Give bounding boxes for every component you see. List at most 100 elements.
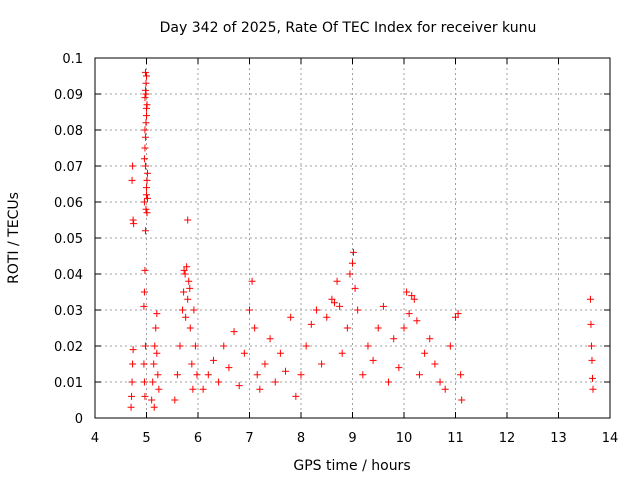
data-point bbox=[141, 68, 149, 76]
data-point bbox=[586, 295, 594, 303]
data-point bbox=[151, 342, 159, 350]
x-tick-label: 8 bbox=[297, 431, 305, 446]
data-point bbox=[452, 313, 459, 321]
data-point bbox=[587, 320, 595, 328]
data-point bbox=[253, 371, 261, 379]
x-tick-label: 7 bbox=[245, 431, 253, 446]
data-point bbox=[171, 396, 179, 404]
axis-ticks: 4 5 6 7 8 9 10 11 12 13 14 0 0.01 0.02 0.03 0.04 0.05 0.0… bbox=[54, 52, 618, 446]
data-point bbox=[318, 360, 326, 368]
data-point bbox=[297, 371, 305, 379]
data-point bbox=[350, 248, 358, 256]
data-point bbox=[343, 324, 351, 332]
data-point bbox=[225, 364, 233, 372]
data-point bbox=[287, 313, 295, 321]
data-point bbox=[336, 302, 344, 310]
data-point bbox=[128, 378, 136, 386]
data-point bbox=[405, 310, 413, 318]
data-point bbox=[127, 403, 135, 411]
data-point bbox=[458, 396, 466, 404]
data-point bbox=[140, 378, 148, 386]
x-axis-title: GPS time / hours bbox=[293, 458, 410, 474]
data-point bbox=[588, 356, 596, 364]
data-point bbox=[454, 310, 462, 318]
data-point bbox=[426, 335, 434, 343]
data-point bbox=[351, 284, 359, 292]
data-point bbox=[143, 72, 150, 80]
data-point bbox=[149, 378, 157, 386]
y-tick-label: 0.08 bbox=[54, 124, 83, 139]
data-point bbox=[209, 356, 217, 364]
data-point bbox=[183, 263, 191, 271]
data-point bbox=[152, 324, 160, 332]
x-tick-label: 4 bbox=[91, 431, 99, 446]
y-tick-label: 0.09 bbox=[54, 88, 83, 103]
data-point bbox=[128, 392, 136, 400]
data-point bbox=[235, 382, 243, 390]
data-point bbox=[415, 371, 423, 379]
data-point bbox=[587, 342, 595, 350]
data-point bbox=[292, 392, 300, 400]
x-tick-label: 14 bbox=[602, 431, 619, 446]
data-point bbox=[188, 360, 196, 368]
data-point bbox=[141, 144, 149, 152]
data-point bbox=[395, 364, 403, 372]
data-point bbox=[191, 342, 199, 350]
data-points bbox=[127, 68, 597, 411]
y-axis-title: ROTI / TECUs bbox=[6, 192, 22, 284]
data-point bbox=[130, 220, 138, 228]
data-point bbox=[446, 342, 454, 350]
data-point bbox=[193, 371, 201, 379]
data-point bbox=[189, 385, 197, 393]
data-point bbox=[143, 112, 150, 120]
data-point bbox=[400, 324, 408, 332]
data-point bbox=[142, 205, 150, 213]
y-tick-label: 0.07 bbox=[54, 160, 83, 175]
data-point bbox=[246, 306, 253, 314]
data-point bbox=[179, 306, 187, 314]
data-point bbox=[338, 349, 346, 357]
data-point bbox=[141, 86, 149, 94]
data-point bbox=[359, 371, 367, 379]
data-point bbox=[385, 378, 393, 386]
data-point bbox=[302, 342, 310, 350]
data-point bbox=[330, 299, 338, 307]
data-point bbox=[143, 209, 151, 217]
data-point bbox=[184, 216, 192, 224]
data-point bbox=[266, 335, 274, 343]
data-point bbox=[141, 266, 149, 274]
data-point bbox=[142, 79, 150, 87]
x-tick-label: 5 bbox=[142, 431, 150, 446]
data-point bbox=[215, 378, 223, 386]
data-point bbox=[140, 360, 148, 368]
data-point bbox=[240, 349, 248, 357]
data-point bbox=[421, 349, 429, 357]
data-point bbox=[143, 104, 150, 112]
data-point bbox=[150, 360, 158, 368]
data-point bbox=[204, 371, 212, 379]
data-point bbox=[141, 342, 149, 350]
data-point bbox=[140, 155, 148, 163]
data-point bbox=[220, 342, 228, 350]
data-point bbox=[374, 324, 382, 332]
y-tick-label: 0.05 bbox=[54, 232, 83, 247]
y-tick-label: 0.1 bbox=[62, 52, 83, 67]
y-tick-label: 0 bbox=[75, 412, 83, 427]
data-point bbox=[199, 385, 207, 393]
data-point bbox=[144, 169, 152, 177]
data-point bbox=[256, 385, 264, 393]
data-point bbox=[390, 335, 398, 343]
data-point bbox=[413, 317, 421, 325]
data-point bbox=[140, 198, 148, 206]
data-point bbox=[141, 133, 149, 141]
data-point bbox=[128, 176, 136, 184]
data-point bbox=[155, 385, 163, 393]
x-tick-label: 9 bbox=[348, 431, 356, 446]
data-point bbox=[589, 385, 597, 393]
data-point bbox=[410, 295, 418, 303]
data-point bbox=[141, 227, 149, 235]
data-point bbox=[369, 356, 377, 364]
data-point bbox=[176, 342, 184, 350]
data-point bbox=[140, 288, 148, 296]
